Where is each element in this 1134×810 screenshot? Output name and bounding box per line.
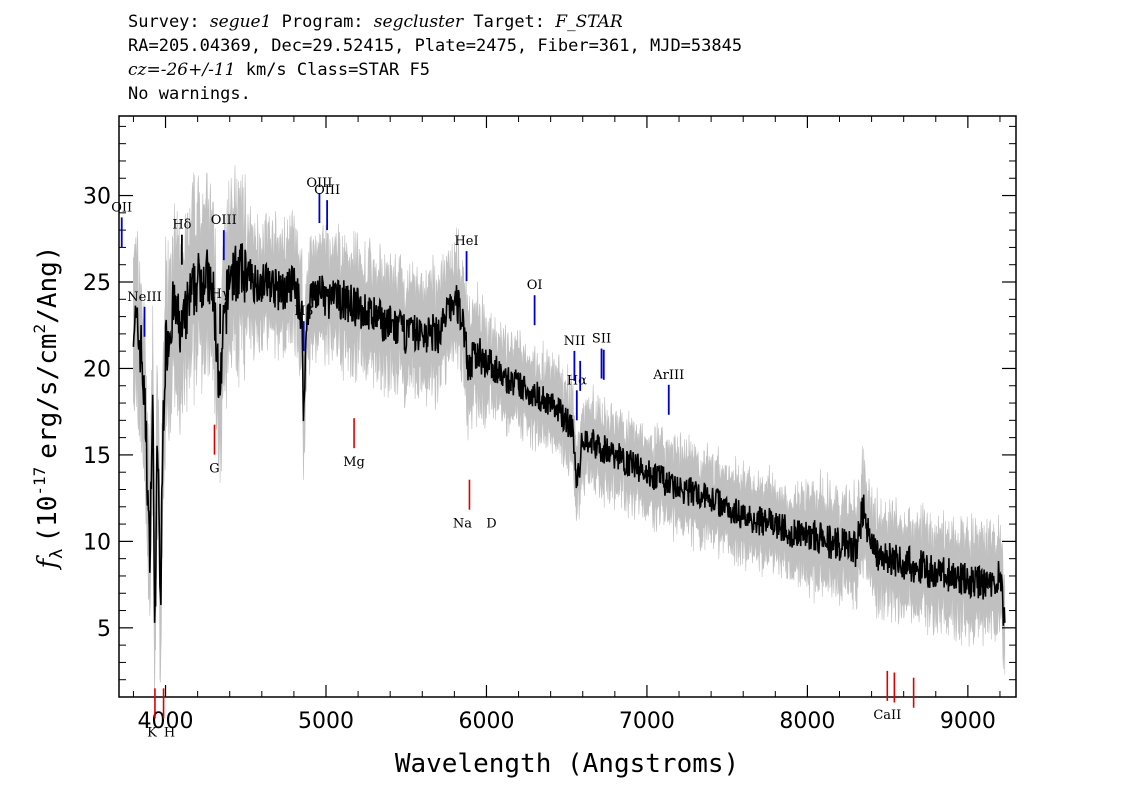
axis-ticks: 4000 5000 6000 7000 8000 9000 5 10 15 20 25 30 (83, 116, 1016, 734)
x-tick-label: 5000 (298, 709, 354, 734)
cz-units: km/s Class=STAR F5 (245, 60, 430, 80)
absorption-label-na: Na (453, 517, 472, 532)
emission-label-oiii: OIII (314, 183, 340, 198)
y-tick-label: 10 (83, 530, 111, 555)
emission-label-oii: OII (111, 200, 132, 215)
target-label: Target: (473, 12, 546, 32)
x-tick-label: 6000 (458, 709, 514, 734)
absorption-label-mg: Mg (343, 455, 365, 470)
program-value: segcluster (373, 12, 464, 32)
y-axis-close: /Ang) (33, 246, 63, 324)
survey-value: segue1 (209, 12, 272, 32)
y-axis-exp: -17 (30, 467, 49, 496)
flux-line (132, 243, 1006, 626)
emission-label-oiii: OIII (211, 213, 237, 228)
absorption-label-h: H (164, 725, 175, 740)
emission-label-hγ: Hγ (211, 287, 230, 302)
absorption-label-caii: CaII (873, 708, 901, 723)
x-tick-label: 9000 (940, 709, 996, 734)
cz-label: cz= (128, 60, 161, 80)
emission-label-ariii: ArIII (652, 368, 684, 383)
y-tick-label: 20 (83, 357, 111, 382)
y-tick-label: 15 (83, 444, 111, 469)
flux-series (132, 243, 1006, 626)
absorption-label-g: G (209, 462, 219, 477)
absorption-label-k: K (147, 725, 157, 740)
emission-label-hδ: Hδ (172, 218, 191, 233)
y-tick-label: 5 (97, 617, 111, 642)
emission-label-oiii: OIII (306, 176, 332, 191)
emission-label-hβ: Hβ (294, 304, 313, 319)
emission-label-neiii: NeIII (127, 290, 161, 305)
warnings-text: No warnings. (128, 84, 251, 104)
plot-frame (118, 115, 1017, 698)
cz-value: -26+/-11 (160, 60, 236, 80)
program-label: Program: (281, 12, 364, 32)
y-axis-sub: λ (47, 549, 67, 559)
line-markers: OIINeIIIHδHγOIIIHβOIIIOIIIHeIOINIIHαSIIA… (111, 176, 915, 740)
y-axis-open: (10 (33, 496, 63, 543)
y-axis-exp2: 2 (30, 324, 49, 334)
header-line-2: RA=205.04369, Dec=29.52415, Plate=2475, … (128, 36, 743, 56)
x-tick-label: 8000 (779, 709, 835, 734)
header-line-1: Survey: segue1 Program: segcluster Targe… (128, 10, 742, 34)
x-tick-label: 7000 (619, 709, 675, 734)
y-axis-title: fλ(10-17erg/s/cm2/Ang) (30, 246, 67, 571)
x-tick-label: 4000 (138, 709, 194, 734)
target-value: F_STAR (555, 12, 623, 32)
x-axis-title: Wavelength (Angstroms) (395, 749, 739, 779)
survey-label: Survey: (128, 12, 200, 32)
emission-label-sii: SII (592, 332, 611, 347)
emission-label-hα: Hα (567, 373, 587, 388)
header-line-3: cz=-26+/-11 km/s Class=STAR F5 (128, 58, 742, 82)
y-tick-label: 30 (83, 185, 111, 210)
spectrum-header: Survey: segue1 Program: segcluster Targe… (128, 10, 742, 106)
absorption-label-d: D (486, 517, 496, 532)
emission-label-hei: HeI (454, 234, 478, 249)
y-axis-mid: erg/s/cm (33, 333, 63, 458)
emission-label-oi: OI (527, 278, 543, 293)
y-tick-label: 25 (83, 271, 111, 296)
emission-label-nii: NII (564, 334, 586, 349)
